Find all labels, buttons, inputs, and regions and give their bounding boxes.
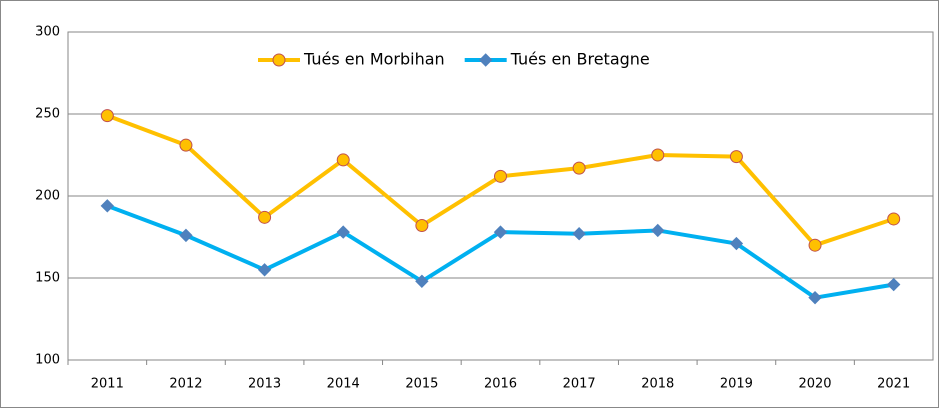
data-point [100, 199, 115, 213]
x-tick-label: 2014 [327, 377, 360, 392]
data-point [808, 238, 822, 252]
data-point [415, 219, 429, 233]
x-tick-label: 2021 [877, 377, 910, 392]
plot-border [67, 31, 934, 361]
data-point [572, 161, 586, 175]
data-point [336, 153, 350, 167]
x-tick-label: 2012 [169, 377, 202, 392]
data-point [493, 225, 508, 239]
legend-marker [272, 53, 286, 67]
data-point [651, 148, 665, 162]
data-point [415, 274, 429, 288]
data-point [572, 227, 586, 241]
x-tick-label: 2013 [248, 377, 281, 392]
data-point [887, 212, 901, 226]
data-point [100, 109, 114, 123]
data-point [808, 290, 822, 305]
data-point [494, 169, 507, 183]
y-tick-label: 100 [35, 353, 60, 368]
x-tick-label: 2019 [720, 377, 753, 392]
x-tick-label: 2016 [484, 377, 517, 392]
legend-label: Tués en Bretagne [510, 50, 650, 69]
y-tick-label: 250 [35, 107, 60, 122]
data-point [257, 263, 272, 277]
x-tick-label: 2020 [798, 377, 831, 392]
x-tick-label: 2018 [641, 377, 674, 392]
data-point [179, 138, 193, 152]
data-point [886, 277, 901, 292]
data-point [179, 228, 193, 243]
data-point [258, 210, 272, 224]
data-point [729, 150, 743, 164]
y-tick-label: 200 [35, 189, 60, 204]
data-point [729, 236, 744, 251]
x-tick-label: 2015 [405, 377, 438, 392]
x-tick-label: 2011 [91, 377, 124, 392]
data-point [336, 225, 350, 239]
y-tick-label: 300 [35, 25, 60, 40]
legend-marker [478, 53, 493, 67]
legend-label: Tués en Morbihan [303, 50, 445, 69]
x-tick-label: 2017 [563, 377, 596, 392]
data-point [651, 223, 665, 238]
y-tick-label: 150 [35, 271, 60, 286]
